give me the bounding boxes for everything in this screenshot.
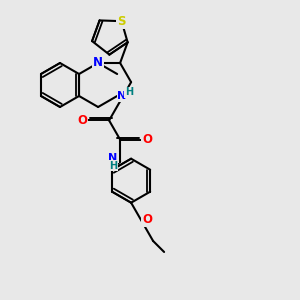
- Text: O: O: [77, 114, 87, 127]
- Text: N: N: [109, 153, 118, 163]
- Text: H: H: [125, 87, 133, 97]
- Text: H: H: [109, 160, 117, 171]
- Text: S: S: [117, 15, 126, 28]
- Text: O: O: [142, 213, 152, 226]
- Text: N: N: [93, 56, 103, 70]
- Text: N: N: [118, 91, 127, 101]
- Text: O: O: [142, 133, 152, 146]
